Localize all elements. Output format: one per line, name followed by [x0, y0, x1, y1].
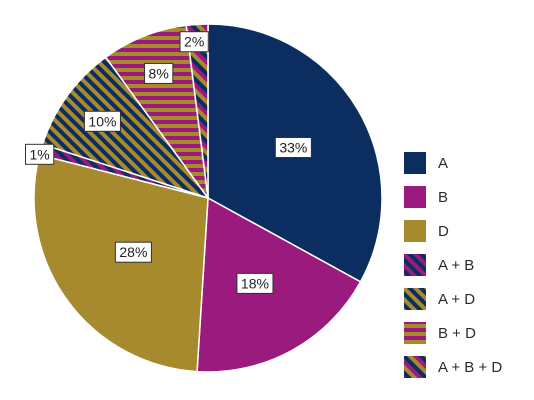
svg-text:2%: 2% [184, 34, 204, 50]
pie-slice-d [33, 153, 209, 373]
data-label-d: 28% [114, 241, 152, 263]
legend-item-a-b: A + B [404, 254, 474, 276]
legend-item-a-b-d: A + B + D [404, 356, 502, 378]
legend-label-a-b-d: A + B + D [438, 359, 502, 376]
legend-item-d: D [404, 220, 449, 242]
svg-text:28%: 28% [119, 244, 147, 260]
legend-swatch-d [404, 220, 426, 242]
data-label-a-b: 1% [25, 143, 55, 165]
pie-slice-a-d [41, 56, 210, 200]
legend-label-a: A [438, 155, 448, 172]
pie-data-labels: 33% 18% 28% 1% 10% 8% 2% [25, 31, 312, 294]
legend-item-b: B [404, 186, 448, 208]
pie-slice-a-b-d [185, 23, 209, 199]
legend-label-a-b: A + B [438, 257, 474, 274]
legend-swatch-a-d [404, 288, 426, 310]
legend-label-b: B [438, 189, 448, 206]
data-label-a-d: 10% [83, 110, 121, 132]
legend-item-a: A [404, 152, 448, 174]
legend-swatch-b-d [404, 322, 426, 344]
data-label-b: 18% [236, 272, 274, 294]
legend-swatch-a-b-d [404, 356, 426, 378]
pie-slices [33, 23, 383, 373]
data-label-a: 33% [274, 137, 312, 159]
legend: ABD A + B A + D B + D A + B + D [404, 152, 502, 378]
pie-slice-b [196, 196, 362, 373]
svg-text:10%: 10% [88, 113, 116, 129]
svg-text:18%: 18% [241, 275, 269, 291]
legend-item-b-d: B + D [404, 322, 476, 344]
data-label-b-d: 8% [144, 62, 174, 84]
legend-swatch-a [404, 152, 426, 174]
legend-label-a-d: A + D [438, 291, 475, 308]
svg-text:1%: 1% [30, 146, 50, 162]
legend-swatch-a-b [404, 254, 426, 276]
svg-text:8%: 8% [149, 65, 169, 81]
legend-label-d: D [438, 223, 449, 240]
legend-swatch-b [404, 186, 426, 208]
svg-text:33%: 33% [279, 140, 307, 156]
data-label-a-b-d: 2% [179, 31, 209, 53]
legend-label-b-d: B + D [438, 325, 476, 342]
legend-item-a-d: A + D [404, 288, 475, 310]
